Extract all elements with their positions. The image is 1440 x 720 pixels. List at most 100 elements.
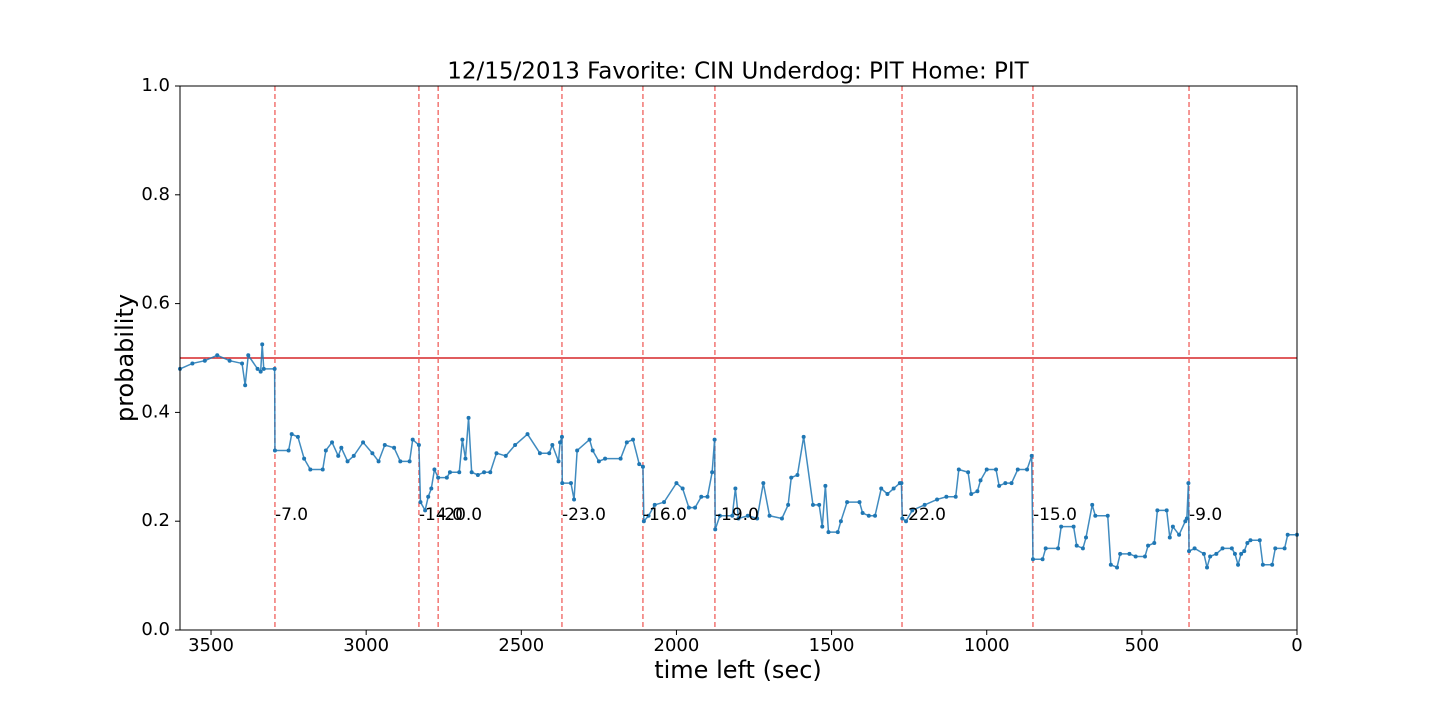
data-point (1167, 535, 1172, 540)
x-tick-label: 2500 (498, 635, 544, 656)
data-point (835, 530, 840, 535)
data-point (513, 443, 518, 448)
data-point (786, 502, 791, 507)
data-point (469, 470, 474, 475)
data-point (1003, 481, 1008, 486)
data-point (1208, 554, 1213, 559)
data-point (1248, 538, 1253, 543)
data-point (845, 500, 850, 505)
x-tick-label: 2000 (654, 635, 700, 656)
score-label: -23.0 (562, 505, 606, 525)
data-point (436, 475, 441, 480)
data-point (1257, 538, 1262, 543)
x-tick-label: 3000 (343, 635, 389, 656)
data-point (1084, 535, 1089, 540)
data-point (494, 451, 499, 456)
data-point (652, 502, 657, 507)
data-point (1170, 524, 1175, 529)
x-tick-label: 500 (1125, 635, 1159, 656)
data-point (717, 513, 722, 518)
data-point (590, 448, 595, 453)
data-point (426, 494, 431, 499)
data-point (272, 366, 277, 371)
data-point (779, 516, 784, 521)
score-label: -20.0 (438, 505, 482, 525)
data-point (935, 497, 940, 502)
data-point (336, 453, 341, 458)
data-point (1273, 546, 1278, 551)
data-point (572, 497, 577, 502)
data-point (302, 456, 307, 461)
data-point (1186, 481, 1191, 486)
data-point (922, 502, 927, 507)
data-point (503, 453, 508, 458)
data-point (1108, 562, 1113, 567)
data-point (1236, 562, 1241, 567)
data-point (410, 437, 415, 442)
data-point (1080, 546, 1085, 551)
data-point (984, 467, 989, 472)
data-point (899, 481, 904, 486)
data-point (1030, 557, 1035, 562)
data-point (339, 445, 344, 450)
data-point (693, 505, 698, 510)
data-point (1205, 565, 1210, 570)
data-point (624, 440, 629, 445)
data-point (789, 475, 794, 480)
data-point (826, 530, 831, 535)
data-point (736, 516, 741, 521)
data-point (398, 459, 403, 464)
data-point (873, 513, 878, 518)
data-point (674, 481, 679, 486)
data-point (730, 513, 735, 518)
data-point (885, 492, 890, 496)
y-tick-label: 0.0 (141, 619, 170, 640)
data-point (900, 516, 905, 521)
data-point (1029, 453, 1034, 458)
data-point (466, 415, 471, 420)
data-point (260, 342, 265, 347)
data-point (537, 451, 542, 456)
data-point (631, 437, 636, 442)
data-point (447, 470, 452, 475)
data-point (457, 470, 462, 475)
data-point (1025, 467, 1030, 472)
plot-frame (179, 85, 1298, 631)
data-point (817, 502, 822, 507)
data-point (1232, 551, 1237, 556)
data-point (1040, 557, 1045, 562)
data-point (733, 486, 738, 491)
data-point (641, 519, 646, 524)
data-point (975, 489, 980, 494)
data-point (202, 358, 207, 363)
data-point (997, 483, 1002, 488)
data-point (838, 519, 843, 524)
score-label: -16.0 (643, 505, 687, 525)
x-tick-label: 1000 (964, 635, 1010, 656)
data-point (351, 453, 356, 458)
data-point (1071, 524, 1076, 529)
data-point (475, 472, 480, 477)
data-point (966, 470, 971, 475)
data-point (423, 508, 428, 513)
data-point (857, 500, 862, 505)
data-point (969, 492, 974, 496)
data-point (713, 527, 718, 532)
data-point (680, 486, 685, 491)
data-point (891, 486, 896, 491)
data-point (258, 369, 263, 374)
data-point (994, 467, 999, 472)
data-point (795, 472, 800, 477)
data-point (272, 448, 277, 453)
data-point (575, 448, 580, 453)
data-point (1201, 551, 1206, 556)
data-point (568, 481, 573, 486)
data-point (801, 434, 806, 439)
data-point (1184, 516, 1189, 521)
data-point (1009, 481, 1014, 486)
data-point (1187, 549, 1192, 554)
data-point (392, 445, 397, 450)
data-point (646, 513, 651, 518)
data-point (1164, 508, 1169, 513)
data-point (240, 361, 245, 366)
